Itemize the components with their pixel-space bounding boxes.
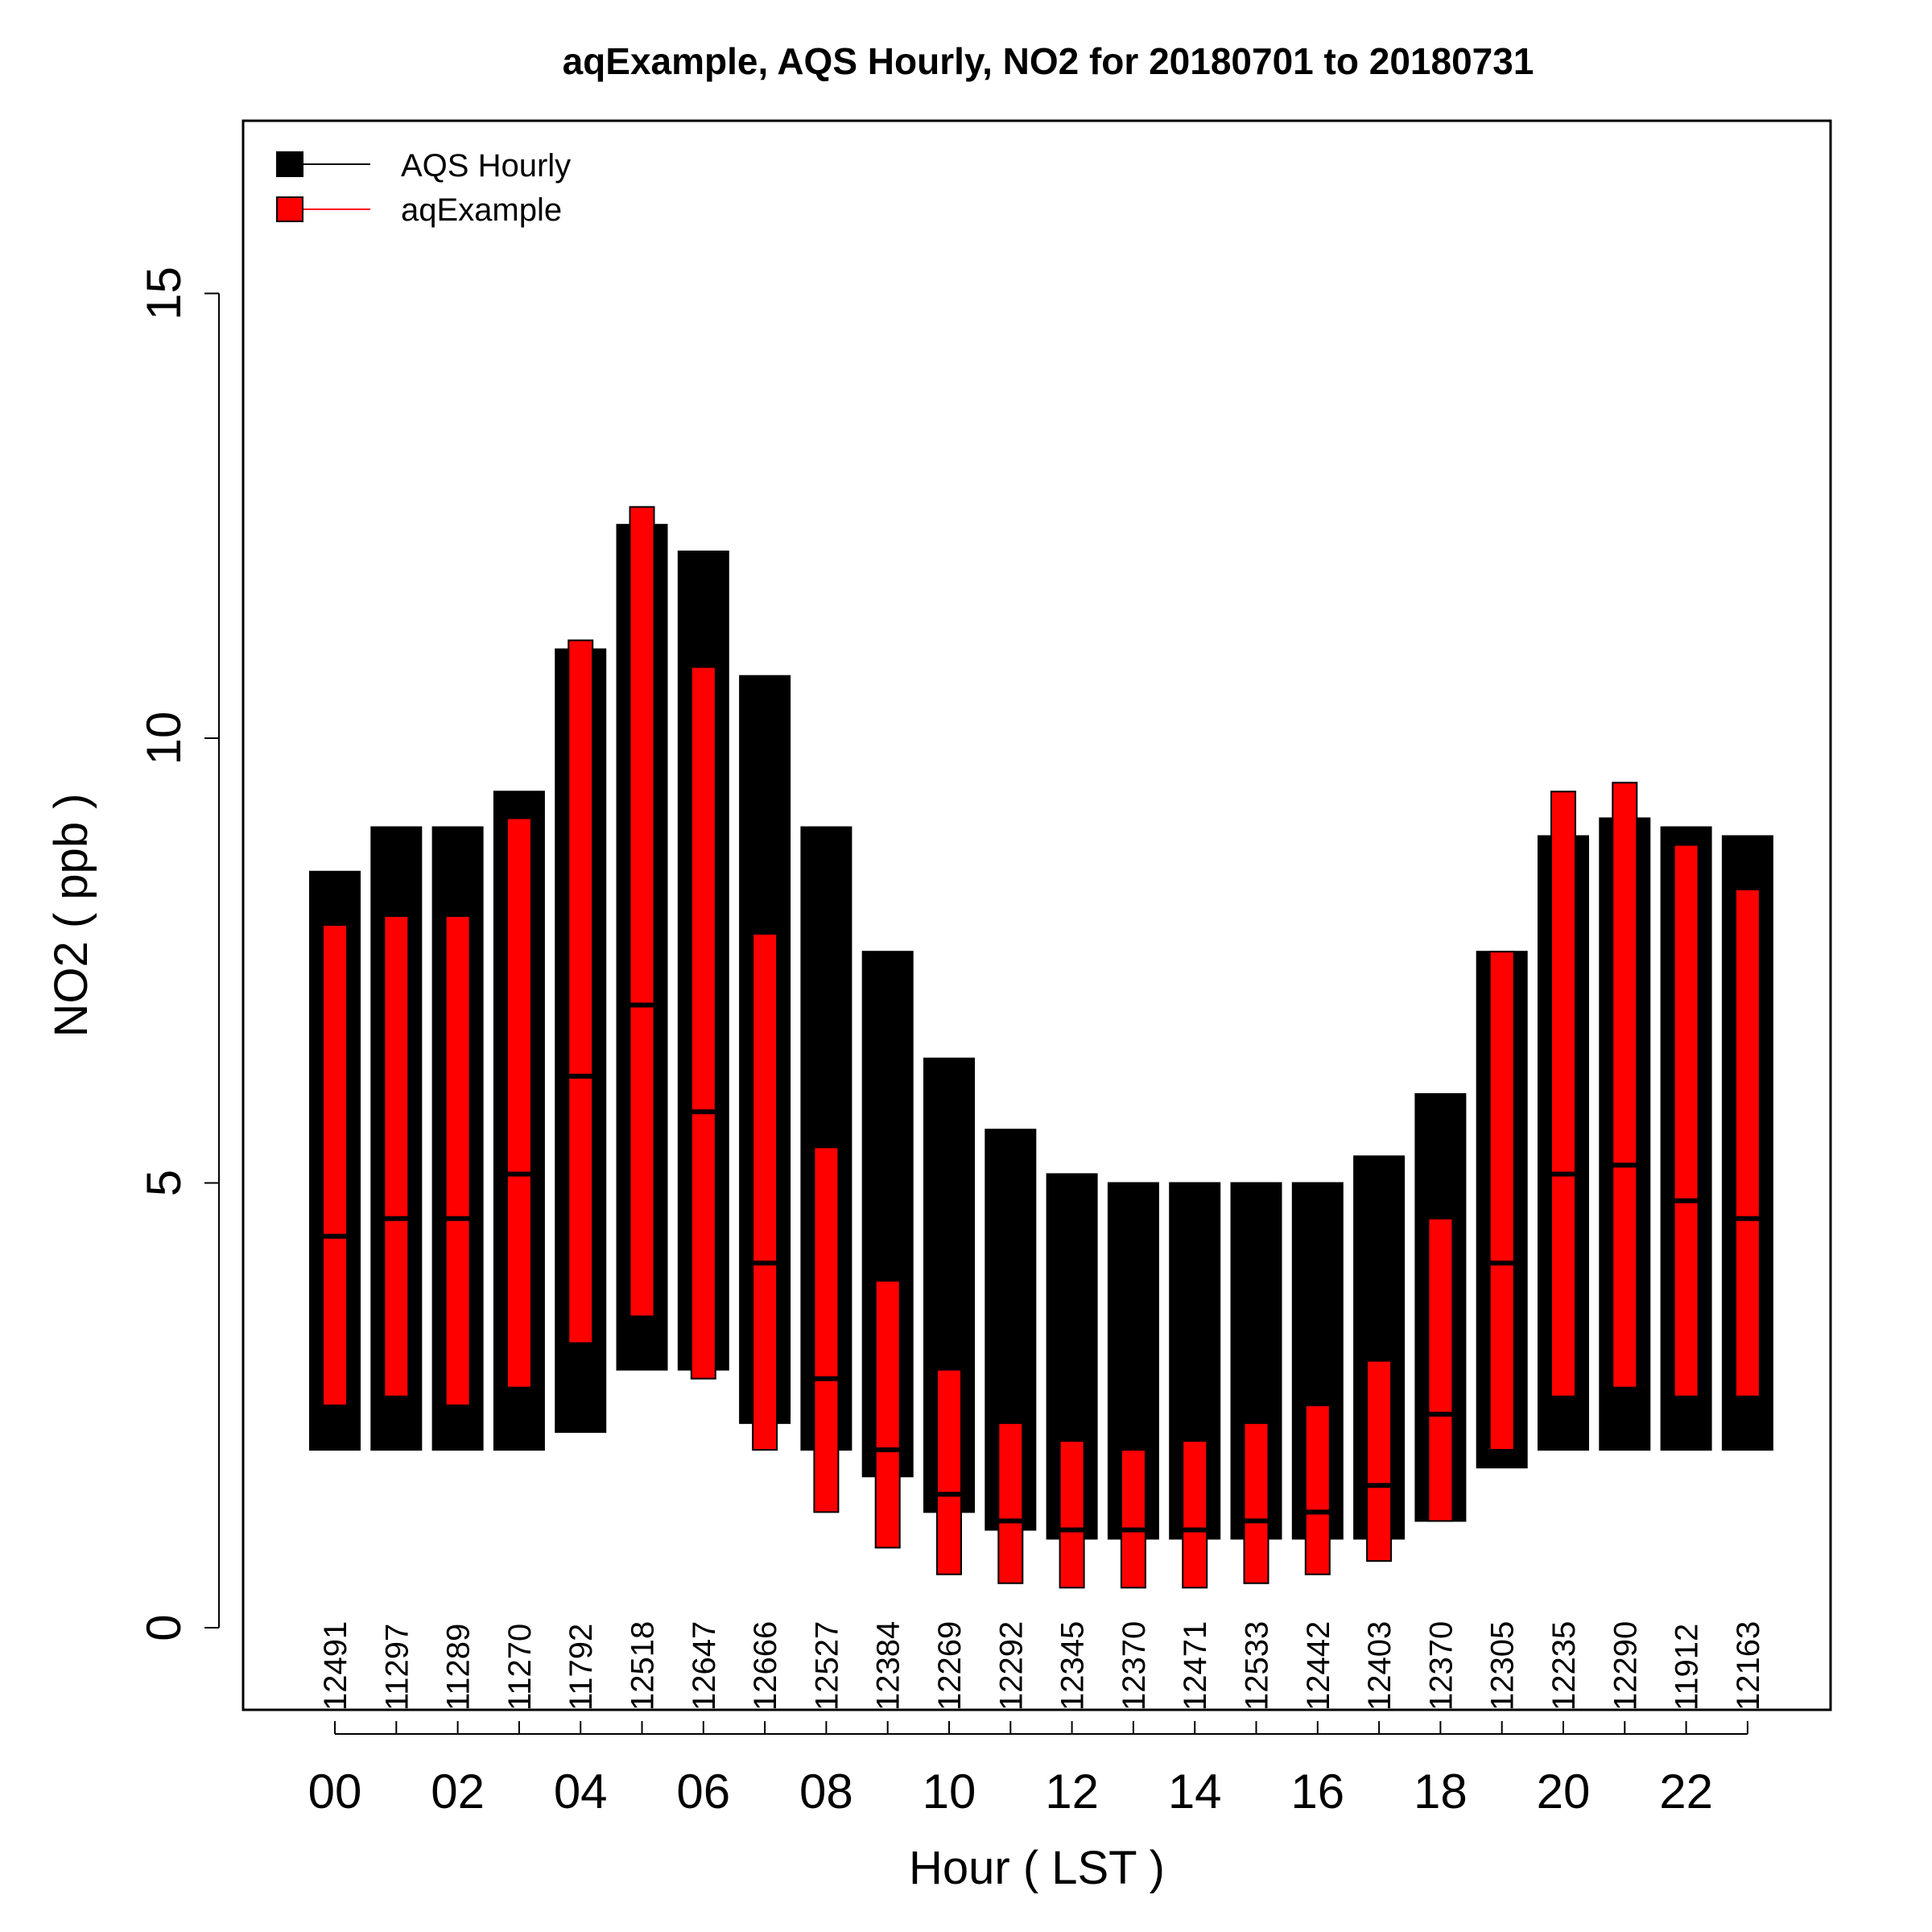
count-label-2: 11289 — [441, 1624, 477, 1711]
y-tick-label-5: 5 — [137, 1170, 191, 1196]
legend-swatch-aqs-hourly — [276, 151, 303, 177]
bars-layer — [309, 506, 1773, 1589]
count-label-11: 12292 — [993, 1621, 1029, 1711]
aqexample-bar-20 — [1550, 791, 1576, 1397]
aqexample-bar-17 — [1366, 1360, 1393, 1563]
aqexample-bar-4 — [568, 639, 594, 1344]
x-tick-label-02: 02 — [431, 1765, 485, 1818]
aqexample-bar-10 — [936, 1368, 962, 1575]
count-label-9: 12384 — [871, 1621, 906, 1711]
count-label-13: 12370 — [1117, 1621, 1152, 1711]
x-tick-label-10: 10 — [923, 1765, 976, 1818]
count-label-17: 12403 — [1362, 1621, 1397, 1711]
y-axis: 0 5 10 15 — [137, 266, 220, 1641]
x-tick-label-06: 06 — [676, 1765, 730, 1818]
aqexample-bar-12 — [1059, 1439, 1085, 1589]
count-label-5: 12518 — [625, 1621, 661, 1711]
y-axis-title: NO2 ( ppb ) — [45, 794, 97, 1038]
aqexample-bar-14 — [1182, 1439, 1208, 1589]
aqexample-bar-15 — [1243, 1422, 1269, 1584]
count-label-8: 12527 — [809, 1621, 844, 1711]
x-tick-label-14: 14 — [1168, 1765, 1222, 1818]
aqexample-bar-6 — [690, 666, 716, 1380]
counts-layer: 12491 11297 11289 11270 11792 12518 12647 12666… — [318, 1621, 1766, 1711]
x-tick-label-18: 18 — [1414, 1765, 1468, 1818]
x-axis-title: Hour ( LST ) — [909, 1842, 1165, 1894]
aqexample-bar-0 — [322, 924, 348, 1406]
count-label-10: 12269 — [932, 1621, 968, 1711]
aqexample-bar-18 — [1427, 1217, 1454, 1522]
count-label-1: 11297 — [379, 1624, 415, 1711]
count-label-15: 12533 — [1240, 1621, 1275, 1711]
aqexample-bar-21 — [1612, 782, 1638, 1389]
aqexample-bar-1 — [383, 915, 410, 1397]
aqexample-bar-16 — [1304, 1404, 1331, 1575]
count-label-19: 12305 — [1485, 1621, 1521, 1711]
aqexample-bar-22 — [1673, 844, 1699, 1397]
count-label-16: 12442 — [1301, 1621, 1336, 1711]
chart-title: aqExample, AQS Hourly, NO2 for 20180701 … — [563, 40, 1534, 82]
x-tick-label-20: 20 — [1537, 1765, 1591, 1818]
count-label-18: 12370 — [1423, 1621, 1459, 1711]
aqexample-bar-13 — [1120, 1449, 1146, 1589]
y-tick-label-0: 0 — [137, 1614, 191, 1641]
count-label-7: 12666 — [748, 1621, 783, 1711]
count-label-14: 12471 — [1178, 1621, 1213, 1711]
aqexample-bar-7 — [752, 933, 778, 1451]
count-label-6: 12647 — [687, 1621, 722, 1711]
count-label-0: 12491 — [318, 1621, 353, 1711]
x-tick-label-22: 22 — [1659, 1765, 1713, 1818]
x-tick-label-12: 12 — [1045, 1765, 1099, 1818]
aqexample-bar-5 — [629, 506, 655, 1318]
y-tick-label-15: 15 — [137, 266, 191, 320]
x-tick-label-08: 08 — [799, 1765, 853, 1818]
x-tick-label-04: 04 — [554, 1765, 608, 1818]
legend-label-aqexample: aqExample — [401, 192, 562, 228]
count-label-21: 12290 — [1608, 1621, 1643, 1711]
count-label-4: 11792 — [564, 1624, 599, 1711]
count-label-12: 12345 — [1055, 1621, 1091, 1711]
count-label-20: 12235 — [1546, 1621, 1582, 1711]
count-label-22: 11912 — [1670, 1624, 1705, 1711]
legend-label-aqs-hourly: AQS Hourly — [401, 148, 571, 184]
aqexample-bar-3 — [506, 817, 532, 1389]
aqexample-bar-8 — [813, 1146, 840, 1513]
aqexample-bar-9 — [874, 1280, 901, 1549]
legend-swatch-aqexample — [276, 196, 303, 222]
count-label-3: 11270 — [502, 1624, 538, 1711]
x-tick-label-00: 00 — [308, 1765, 362, 1818]
aqexample-bar-11 — [997, 1422, 1024, 1584]
legend: AQS Hourly aqExample — [276, 148, 571, 228]
y-tick-label-10: 10 — [137, 712, 191, 766]
x-tick-label-16: 16 — [1290, 1765, 1344, 1818]
count-label-23: 12163 — [1731, 1621, 1766, 1711]
aqexample-bar-23 — [1734, 888, 1761, 1397]
aqexample-bar-19 — [1488, 951, 1515, 1451]
plot-frame — [242, 119, 1832, 1711]
aqexample-bar-2 — [444, 915, 471, 1406]
x-axis: 00 02 04 06 08 10 12 14 16 18 20 22 — [308, 1721, 1748, 1818]
